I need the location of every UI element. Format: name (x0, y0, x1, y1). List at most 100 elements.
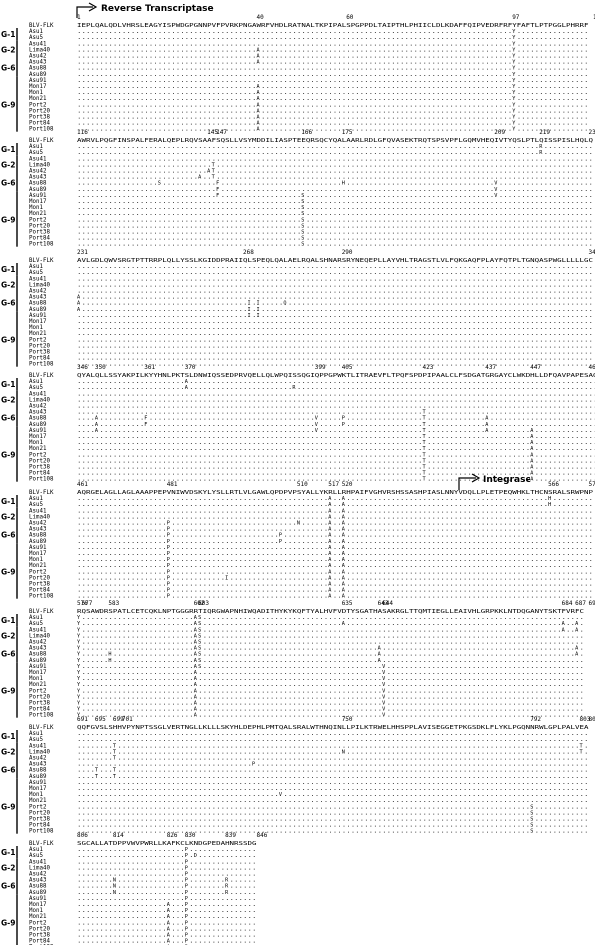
mark-mask (494, 185, 499, 192)
mark-mask (76, 620, 82, 626)
group-label: G-6 (1, 414, 16, 423)
substitution-mark: A (485, 416, 489, 422)
mark-mask (530, 463, 535, 470)
substitution-mark: R (539, 150, 543, 156)
ruler-label: 687 (575, 600, 586, 607)
mark-mask (301, 240, 306, 247)
substitution-mark: Y (77, 682, 81, 688)
mark-mask (381, 699, 387, 706)
identity-dots: ........................................… (77, 621, 584, 627)
substitution-mark: Y (512, 72, 516, 78)
substitution-mark: A (328, 496, 332, 502)
mark-mask (166, 568, 172, 575)
substitution-mark: Y (77, 646, 81, 652)
mark-mask (301, 191, 306, 198)
substitution-mark: A (167, 933, 171, 939)
ruler-label: 370 (185, 364, 196, 371)
mark-mask (341, 513, 347, 520)
identity-dots: ........................................… (77, 670, 584, 676)
substitution-mark: F (216, 193, 219, 199)
group-label: G-9 (1, 100, 16, 109)
substitution-mark: Y (77, 640, 81, 646)
substitution-mark: P (185, 902, 188, 908)
ruler-label: 805 (589, 716, 595, 723)
substitution-mark: A (328, 527, 332, 533)
mark-mask (193, 699, 199, 706)
strain-name: Lima40 (29, 749, 50, 755)
identity-dots: ........................................… (77, 502, 593, 508)
substitution-mark: A (342, 502, 346, 508)
substitution-mark: T (95, 774, 98, 780)
mark-mask (512, 34, 517, 40)
mark-mask (184, 864, 190, 871)
mark-mask (108, 656, 114, 663)
substitution-mark: V (494, 187, 497, 193)
substitution-mark: P (185, 884, 188, 890)
substitution-mark: A (194, 664, 198, 670)
strain-name: Port108 (29, 594, 54, 600)
substitution-mark: Y (77, 664, 81, 670)
mark-mask (144, 414, 149, 421)
substitution-mark: A (342, 563, 346, 569)
group-label: G-9 (1, 686, 16, 695)
identity-dots: ........................................… (77, 817, 589, 823)
substitution-mark: A (257, 96, 261, 102)
alignment-blocks: 1406097115G-1G-2G-6G-9BLV-FLKAsu1Asu5Asu… (1, 14, 595, 945)
strain-name: Asu1 (29, 264, 43, 270)
strain-name: Port108 (29, 477, 54, 483)
substitution-mark: P (185, 853, 188, 859)
substitution-mark: S (198, 633, 201, 639)
group-label: G-6 (1, 766, 16, 775)
substitution-mark: P (342, 422, 345, 428)
strain-name: Asu41 (29, 156, 47, 162)
mark-mask (422, 439, 428, 445)
strain-name: Mon17 (29, 902, 47, 908)
substitution-mark: A (194, 694, 198, 700)
identity-dots: ........................................… (77, 144, 593, 150)
mark-mask (211, 161, 217, 168)
mark-mask (328, 562, 333, 568)
substitution-mark: A (575, 646, 579, 652)
substitution-mark: Y (512, 108, 516, 114)
strain-name: Mon21 (29, 914, 47, 920)
strain-name: Asu42 (29, 872, 46, 878)
identity-dots: ........................................… (77, 652, 584, 658)
strain-name: Port84 (29, 939, 50, 945)
substitution-mark: T (95, 768, 98, 774)
substitution-mark: V (382, 676, 385, 682)
strain-name: Mon1 (29, 908, 43, 914)
strain-name: Asu88 (29, 416, 47, 422)
substitution-mark: A (194, 621, 198, 627)
mark-mask (197, 662, 203, 669)
mark-mask (193, 620, 199, 626)
identity-dots: ........................................… (77, 78, 589, 84)
strain-name: Asu41 (29, 859, 47, 865)
identity-dots: ........................................… (77, 54, 589, 60)
mark-mask (422, 463, 428, 470)
mark-mask (377, 650, 383, 657)
mark-mask (512, 64, 517, 71)
strain-name: Port108 (29, 829, 54, 835)
strain-name: Port38 (29, 465, 50, 471)
mark-mask (112, 888, 118, 895)
identity-dots: ........................................… (77, 527, 593, 533)
strain-name: Asu43 (29, 175, 47, 181)
substitution-mark: V (315, 422, 318, 428)
substitution-mark: A (342, 594, 346, 600)
substitution-mark: A (167, 939, 171, 945)
mark-mask (341, 525, 347, 532)
ruler-label: 219 (539, 129, 550, 136)
mark-mask (76, 638, 82, 645)
substitution-mark: A (378, 652, 382, 658)
substitution-mark: Y (512, 60, 516, 66)
mark-mask (328, 550, 333, 556)
group-label: G-6 (1, 531, 16, 540)
substitution-mark: I (257, 313, 260, 319)
identity-dots: ........................................… (77, 521, 593, 527)
strain-name: Asu88 (29, 884, 47, 890)
ruler-label: 145 (207, 129, 218, 136)
mark-mask (422, 420, 428, 427)
mark-mask (256, 119, 262, 126)
